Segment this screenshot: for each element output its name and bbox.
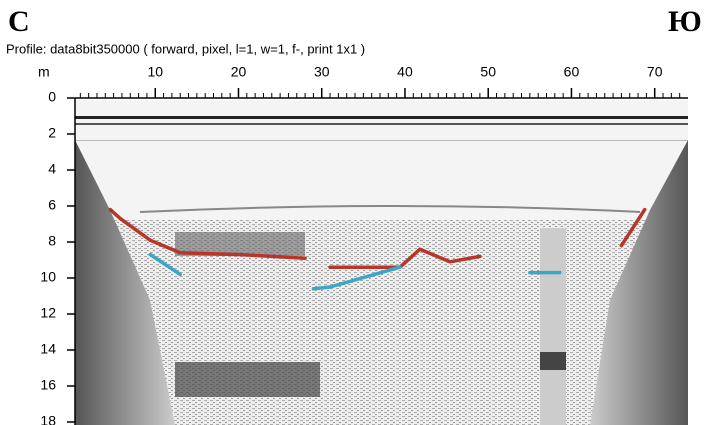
east-label: Ю [668, 5, 702, 38]
x-tick-label: 10 [147, 64, 163, 80]
x-tick-label: 60 [564, 64, 580, 80]
x-tick-label: 30 [314, 64, 330, 80]
y-tick-label: 14 [40, 341, 56, 357]
chart: С Ю Profile: data8bit350000 ( forward, p… [0, 0, 709, 425]
y-tick-label: 16 [40, 377, 56, 393]
x-tick-label: 40 [397, 64, 413, 80]
y-axis-label: m [38, 64, 50, 80]
y-tick-label: 4 [48, 161, 56, 177]
x-tick-label: 50 [480, 64, 496, 80]
west-label: С [8, 5, 30, 38]
chart-title: Profile: data8bit350000 ( forward, pixel… [6, 41, 365, 56]
y-tick-label: 0 [48, 89, 56, 105]
y-tick-label: 8 [48, 233, 56, 249]
y-tick-label: 2 [48, 125, 56, 141]
x-tick-label: 20 [231, 64, 247, 80]
y-tick-label: 12 [40, 305, 56, 321]
y-tick-label: 18 [40, 413, 56, 425]
x-tick-label: 70 [647, 64, 663, 80]
y-tick-label: 6 [48, 197, 56, 213]
radargram [75, 100, 688, 425]
y-tick-label: 10 [40, 269, 56, 285]
